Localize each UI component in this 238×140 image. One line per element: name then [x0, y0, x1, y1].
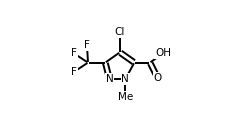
- Text: F: F: [71, 67, 77, 77]
- Text: N: N: [121, 74, 129, 84]
- Text: Cl: Cl: [115, 27, 125, 37]
- Text: OH: OH: [155, 48, 171, 59]
- Text: Me: Me: [118, 92, 133, 102]
- Text: N: N: [106, 74, 114, 84]
- Text: F: F: [84, 40, 90, 50]
- Text: O: O: [154, 73, 162, 83]
- Text: F: F: [71, 48, 77, 59]
